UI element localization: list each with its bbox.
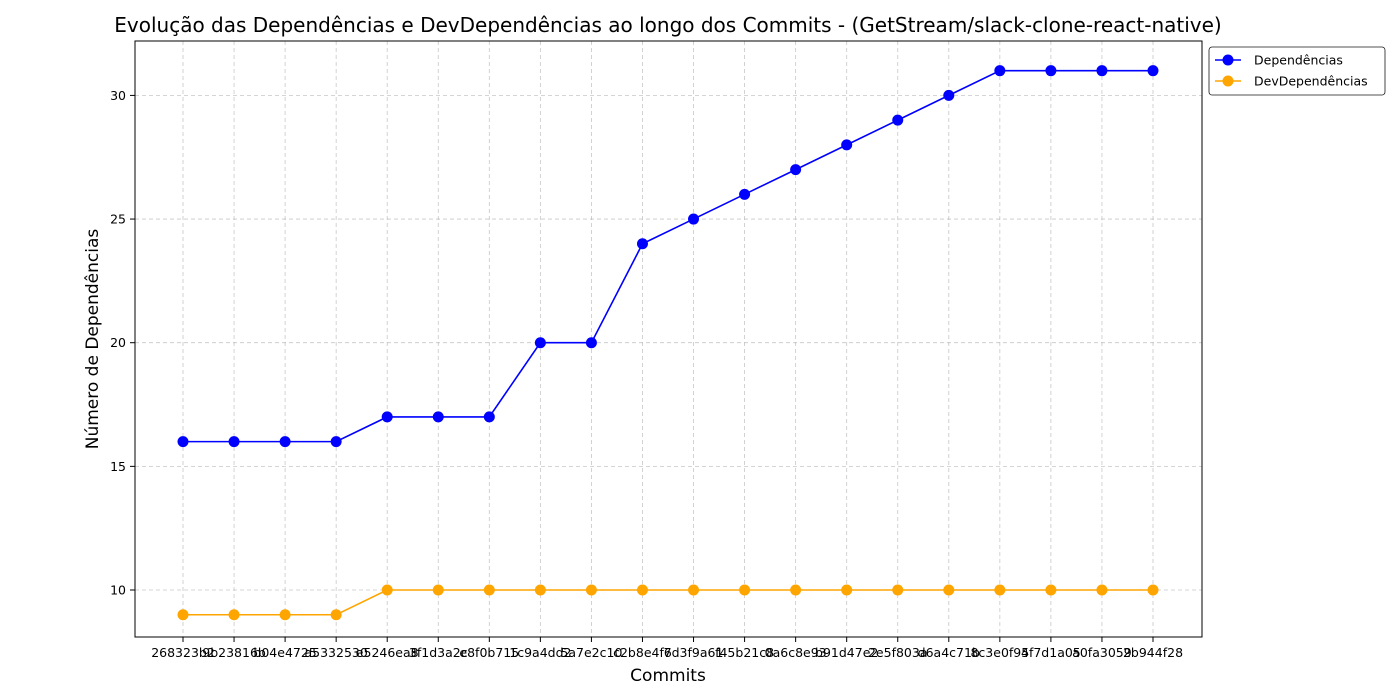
data-point xyxy=(841,584,853,596)
data-point xyxy=(739,188,751,200)
legend-label: Dependências xyxy=(1254,53,1343,68)
data-point xyxy=(585,337,597,349)
x-tick-label: a0fa3059 xyxy=(1072,645,1132,660)
data-point xyxy=(688,213,700,225)
data-point xyxy=(228,609,240,621)
data-point xyxy=(994,584,1006,596)
plot-frame xyxy=(134,40,1203,638)
data-point xyxy=(1147,65,1159,77)
chart-title: Evolução das Dependências e DevDependênc… xyxy=(114,13,1221,37)
x-tick-label: 1c9a4dd2 xyxy=(509,645,571,660)
data-point xyxy=(534,584,546,596)
data-point xyxy=(1045,584,1057,596)
x-tick-label: 2b944f28 xyxy=(1123,645,1183,660)
x-tick-label: 0a6c8e93 xyxy=(765,645,827,660)
y-axis-label: Número de Dependências xyxy=(83,229,103,450)
data-point xyxy=(585,584,597,596)
data-point xyxy=(330,609,342,621)
data-point xyxy=(432,411,444,423)
y-tick-label: 15 xyxy=(110,459,126,474)
legend-marker xyxy=(1222,54,1234,66)
series-1 xyxy=(177,65,1159,448)
data-point xyxy=(483,584,495,596)
data-point xyxy=(177,609,189,621)
data-point xyxy=(228,436,240,448)
x-tick-label: d6a4c71b xyxy=(918,645,980,660)
series-line xyxy=(183,69,1153,443)
legend-marker xyxy=(1222,75,1234,87)
data-point xyxy=(739,584,751,596)
series-line xyxy=(183,589,1153,616)
x-tick-label: a5332530 xyxy=(304,645,367,660)
x-tick-label: b04e4725 xyxy=(253,645,316,660)
data-point xyxy=(790,164,802,176)
x-tick-label: b91d47e2 xyxy=(815,645,878,660)
data-point xyxy=(534,337,546,349)
x-tick-label: 9b23816b xyxy=(202,645,266,660)
data-point xyxy=(279,436,291,448)
y-tick-label: 10 xyxy=(110,583,126,598)
grid-lines xyxy=(135,41,1202,637)
data-point xyxy=(841,139,853,151)
y-tick-label: 20 xyxy=(110,335,126,350)
y-tick-label: 30 xyxy=(110,88,126,103)
data-point xyxy=(892,114,904,126)
x-tick-label: f45b21c8 xyxy=(715,645,774,660)
legend: Dependências DevDependências xyxy=(1208,46,1386,96)
x-tick-label: 8c3e0f95 xyxy=(970,645,1029,660)
x-tick-label: 3f1d3a2c xyxy=(409,645,468,660)
y-tick-label: 25 xyxy=(110,212,126,227)
data-point xyxy=(943,89,955,101)
data-point xyxy=(790,584,802,596)
data-point xyxy=(943,584,955,596)
data-point xyxy=(636,238,648,250)
x-tick-label: c2b8e4f6 xyxy=(613,645,672,660)
x-tick-label: 7d3f9a61 xyxy=(664,645,724,660)
x-tick-label: 5a7e2c10 xyxy=(560,645,622,660)
data-point xyxy=(1096,65,1108,77)
legend-label: DevDependências xyxy=(1254,74,1368,89)
legend-box xyxy=(1208,46,1386,96)
x-tick-label: 268323b2 xyxy=(151,645,215,660)
data-point xyxy=(279,609,291,621)
data-point xyxy=(688,584,700,596)
data-point xyxy=(330,436,342,448)
data-point xyxy=(1096,584,1108,596)
x-tick-label: e5246ea8 xyxy=(356,645,419,660)
axis-ticks: 268323b29b23816bb04e4725a5332530e5246ea8… xyxy=(110,88,1183,660)
series-2 xyxy=(177,584,1159,621)
x-tick-label: 2e5f803a xyxy=(868,645,928,660)
data-point xyxy=(381,411,393,423)
data-point xyxy=(994,65,1006,77)
x-tick-label: e8f0b715 xyxy=(459,645,519,660)
data-point xyxy=(636,584,648,596)
data-point xyxy=(483,411,495,423)
data-series xyxy=(177,65,1159,621)
data-point xyxy=(177,436,189,448)
legend-item: DevDependências xyxy=(1215,74,1368,89)
data-point xyxy=(432,584,444,596)
data-point xyxy=(892,584,904,596)
x-axis-label: Commits xyxy=(630,666,706,686)
data-point xyxy=(381,584,393,596)
data-point xyxy=(1147,584,1159,596)
x-tick-label: 4f7d1a05 xyxy=(1021,645,1081,660)
legend-item: Dependências xyxy=(1215,53,1343,68)
data-point xyxy=(1045,65,1057,77)
